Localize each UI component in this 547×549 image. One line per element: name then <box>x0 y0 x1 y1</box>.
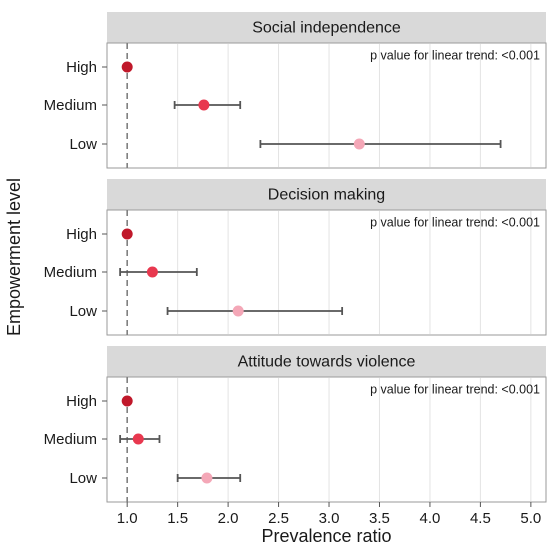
y-tick-label: Low <box>69 136 97 153</box>
x-tick-label: 2.0 <box>218 510 239 527</box>
x-tick-label: 1.5 <box>167 510 188 527</box>
y-tick-label: Medium <box>44 264 97 281</box>
point-estimate <box>201 472 213 484</box>
panel-strip-1 <box>107 12 546 43</box>
point-estimate <box>146 266 158 278</box>
x-tick-label: 3.5 <box>369 510 390 527</box>
x-tick-label: 5.0 <box>520 510 541 527</box>
x-tick-label: 4.5 <box>470 510 491 527</box>
y-tick-label: Medium <box>44 97 97 114</box>
y-tick-label: Medium <box>44 431 97 448</box>
point-estimate <box>232 305 244 317</box>
point-estimate <box>121 228 133 240</box>
point-estimate <box>121 61 133 73</box>
x-tick-label: 2.5 <box>268 510 289 527</box>
y-tick-label: Low <box>69 303 97 320</box>
x-tick-label: 3.0 <box>319 510 340 527</box>
panel-title: Decision making <box>268 187 385 204</box>
panel-title: Attitude towards violence <box>238 354 416 371</box>
point-estimate <box>121 395 133 407</box>
y-tick-label: High <box>66 393 97 410</box>
panel-title: Social independence <box>252 20 401 37</box>
x-tick-label: 4.0 <box>420 510 441 527</box>
point-estimate <box>132 433 144 445</box>
trend-annotation: p value for linear trend: <0.001 <box>370 48 540 62</box>
point-estimate <box>198 99 210 111</box>
x-tick-label: 1.0 <box>117 510 138 527</box>
trend-annotation: p value for linear trend: <0.001 <box>370 215 540 229</box>
y-tick-label: Low <box>69 470 97 487</box>
y-tick-label: High <box>66 59 97 76</box>
y-axis-title: Empowerment level <box>4 178 24 336</box>
panel-body-3 <box>106 376 547 503</box>
x-axis-title: Prevalence ratio <box>261 526 391 546</box>
y-tick-label: High <box>66 226 97 243</box>
panel-strip-2 <box>107 179 546 210</box>
point-estimate <box>353 138 365 150</box>
panel-strip-3 <box>107 346 546 377</box>
trend-annotation: p value for linear trend: <0.001 <box>370 382 540 396</box>
